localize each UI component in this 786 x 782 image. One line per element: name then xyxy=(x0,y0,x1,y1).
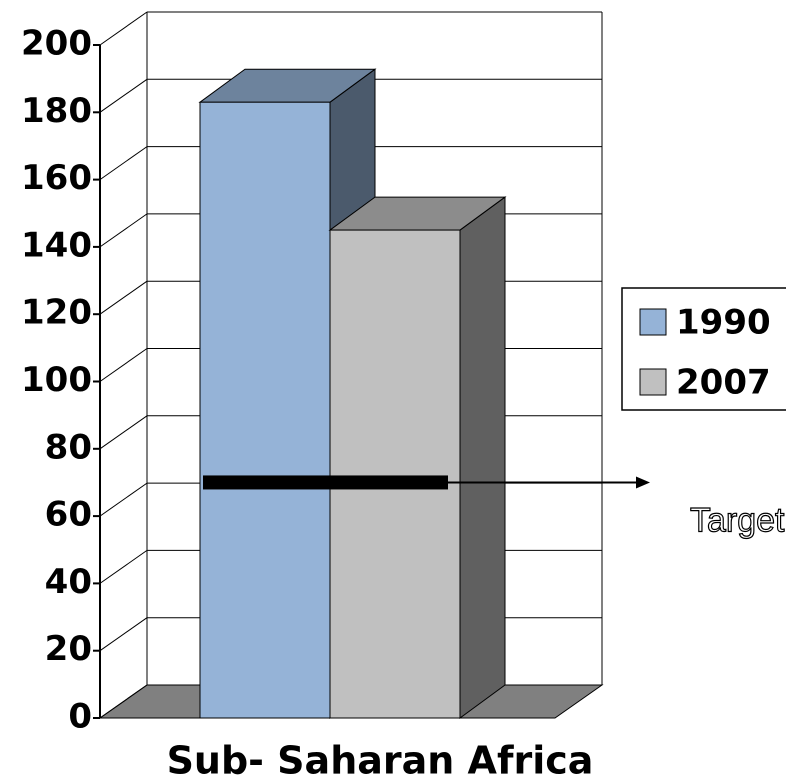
bar-side xyxy=(459,196,506,719)
side-grid-line xyxy=(99,348,148,382)
category-label: Sub- Saharan Africa xyxy=(167,739,594,782)
target-line xyxy=(203,475,448,490)
y-tick-label: 200 xyxy=(21,24,92,64)
arrow-head xyxy=(636,476,650,489)
y-tick-label: 160 xyxy=(21,158,92,198)
side-grid-line xyxy=(99,415,148,450)
side-grid-line xyxy=(99,146,148,181)
side-grid-line xyxy=(99,482,148,517)
bar xyxy=(199,101,331,719)
y-tick-label: 80 xyxy=(45,427,92,467)
y-tick-label: 120 xyxy=(21,293,92,333)
side-grid-line xyxy=(99,213,148,248)
y-tick-label: 0 xyxy=(68,697,92,737)
y-tick-label: 180 xyxy=(21,91,92,131)
bar xyxy=(329,229,461,719)
legend-swatch xyxy=(639,368,667,396)
legend-label: 2007 xyxy=(676,363,771,403)
side-grid-line xyxy=(99,11,148,46)
legend-label: 1990 xyxy=(676,303,771,343)
y-tick-label: 20 xyxy=(45,629,92,669)
legend-swatch xyxy=(639,308,667,336)
y-tick-label: 100 xyxy=(21,360,92,400)
side-grid-line xyxy=(99,549,148,584)
side-grid-line xyxy=(99,78,148,113)
side-grid-line xyxy=(99,617,148,652)
y-tick-label: 140 xyxy=(21,225,92,265)
target-label: Target xyxy=(690,501,785,539)
side-grid-line xyxy=(99,280,148,315)
y-tick-label: 40 xyxy=(45,562,92,602)
side-grid-line xyxy=(99,684,148,719)
y-tick-label: 60 xyxy=(45,495,92,535)
